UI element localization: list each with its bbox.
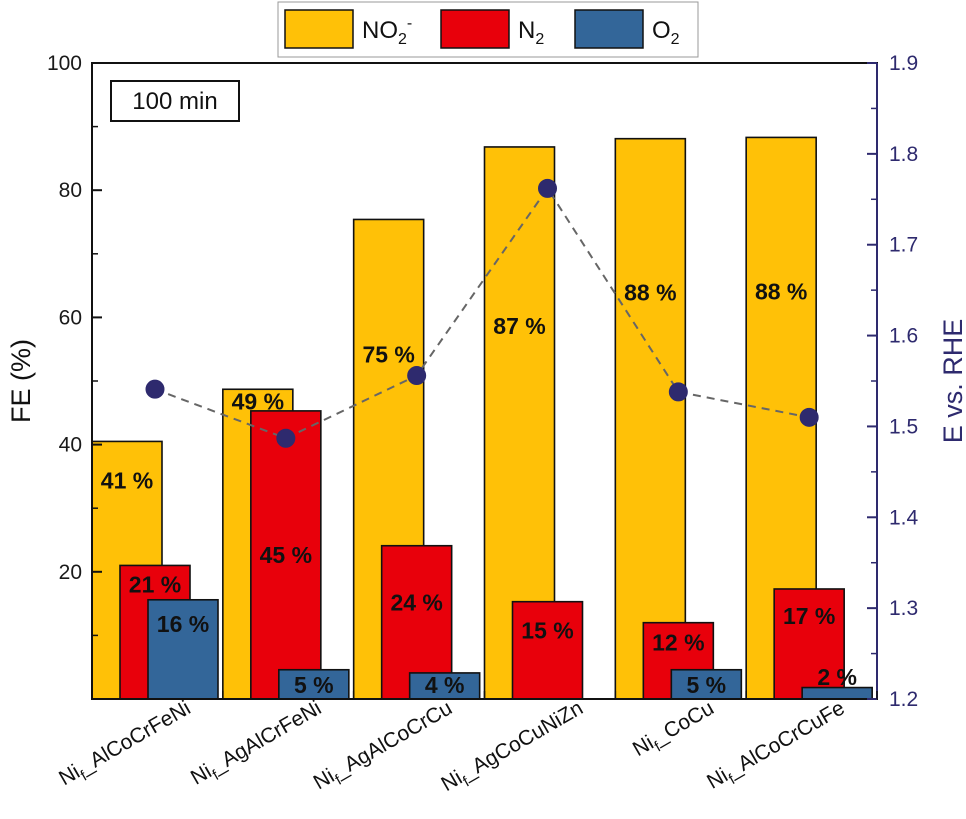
no2-label: 88 %	[624, 280, 676, 306]
legend-swatch	[440, 9, 510, 49]
legend-label: O2	[652, 17, 680, 48]
y2-tick-label: 1.5	[889, 415, 918, 438]
legend-swatch	[284, 9, 354, 49]
category-label: Nif_AgCoCuNiZn	[437, 696, 589, 800]
potential-point	[538, 178, 557, 198]
y-tick-label: 100	[47, 52, 82, 75]
no2-label: 88 %	[755, 278, 807, 304]
n2-bar	[250, 410, 322, 700]
legend-label: NO2-	[362, 15, 412, 48]
annotation-text: 100 min	[132, 88, 217, 115]
y2-axis-label: E vs. RHE	[938, 319, 966, 444]
category-label: Nif_AlCoCrCuFe	[703, 696, 851, 798]
category-label: Nif_CoCu	[629, 696, 720, 765]
n2-label: 12 %	[652, 630, 704, 656]
n2-label: 15 %	[521, 618, 573, 644]
y2-tick-label: 1.4	[889, 506, 919, 529]
y-tick-label: 20	[59, 561, 82, 584]
n2-label: 45 %	[260, 542, 312, 568]
no2-label: 49 %	[232, 388, 284, 414]
no2-label: 75 %	[362, 341, 414, 367]
y-tick-label: 40	[59, 434, 82, 457]
y-tick-label: 80	[59, 179, 82, 202]
category-label: Nif_AlCoCrFeNi	[55, 696, 197, 794]
o2-label: 5 %	[687, 672, 727, 698]
o2-label: 2 %	[817, 664, 857, 690]
o2-label: 16 %	[157, 611, 209, 637]
y2-tick-label: 1.2	[889, 688, 918, 711]
o2-bar	[670, 668, 743, 700]
category-labels: Nif_AlCoCrFeNiNif_AgAlCrFeNiNif_AgAlCoCr…	[55, 696, 851, 800]
no2-label: 87 %	[493, 313, 545, 339]
y2-tick-label: 1.9	[889, 52, 918, 75]
potential-line-layer	[145, 178, 819, 448]
o2-label: 5 %	[294, 672, 334, 698]
potential-point	[668, 382, 688, 402]
legend-swatch	[574, 9, 644, 49]
no2-label: 41 %	[101, 467, 153, 493]
category-label: Nif_AgAlCrFeNi	[187, 696, 328, 794]
y2-tick-label: 1.7	[889, 234, 918, 257]
y2-tick-label: 1.8	[889, 143, 918, 166]
n2-label: 17 %	[783, 603, 835, 629]
no2-bar	[614, 137, 687, 700]
potential-line	[154, 186, 810, 440]
n2-label: 24 %	[390, 590, 442, 616]
potential-point	[799, 407, 819, 427]
o2-label: 4 %	[425, 672, 465, 698]
category-label: Nif_AgAlCoCrCu	[310, 696, 459, 798]
legend: NO2- N2 O2	[277, 1, 699, 58]
bars-layer	[91, 136, 873, 700]
potential-point	[276, 428, 296, 448]
n2-bar	[511, 600, 584, 700]
y-tick-label: 60	[59, 306, 82, 329]
y-axis-label: FE (%)	[6, 339, 36, 423]
annotation-frame	[110, 80, 240, 122]
n2-bar	[773, 588, 845, 700]
axes-layer: 20 40 60 80 100 1.2 1.3 1.4 1.5 1.6 1.7 1.8 1.9	[47, 52, 919, 711]
y2-tick-label: 1.3	[889, 597, 918, 620]
potential-point	[407, 366, 427, 386]
legend-label: N2	[518, 17, 544, 48]
data-labels-layer: 41 % 49 % 75 % 87 % 88 % 88 % 21 % 45 % 24 % 15 %…	[101, 278, 857, 698]
potential-point	[145, 379, 165, 399]
o2-bar	[278, 668, 350, 700]
annotation-box: 100 min	[110, 80, 240, 122]
n2-label: 21 %	[129, 571, 181, 597]
y2-tick-label: 1.6	[889, 325, 918, 348]
